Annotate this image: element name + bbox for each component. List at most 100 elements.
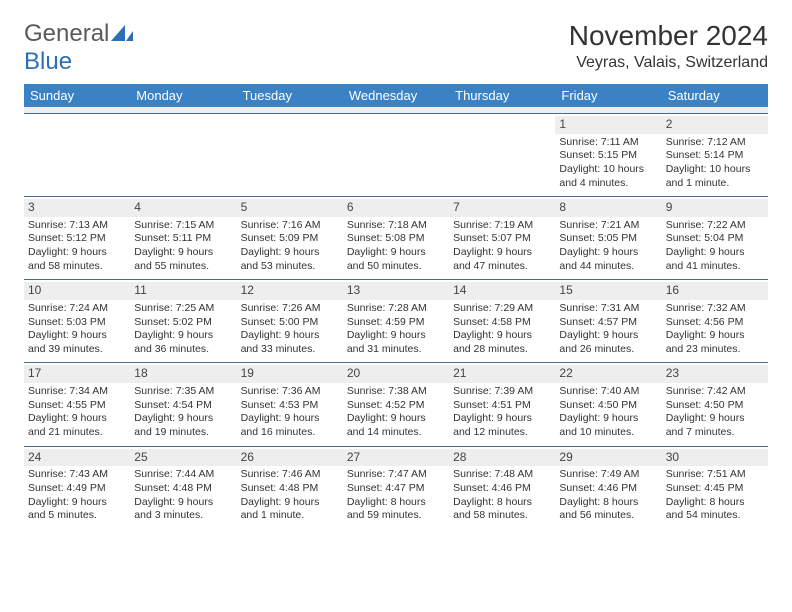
sunrise-text: Sunrise: 7:24 AM <box>28 302 126 316</box>
sunset-text: Sunset: 4:50 PM <box>666 399 764 413</box>
daylight-text: Daylight: 10 hours and 4 minutes. <box>559 163 657 190</box>
sunset-text: Sunset: 5:12 PM <box>28 232 126 246</box>
sunset-text: Sunset: 4:48 PM <box>241 482 339 496</box>
day-number: 5 <box>237 199 343 217</box>
sunrise-text: Sunrise: 7:51 AM <box>666 468 764 482</box>
day-number: 23 <box>662 365 768 383</box>
sunrise-text: Sunrise: 7:43 AM <box>28 468 126 482</box>
day-number: 8 <box>555 199 661 217</box>
week-row: 24Sunrise: 7:43 AMSunset: 4:49 PMDayligh… <box>24 446 768 529</box>
sunset-text: Sunset: 4:46 PM <box>559 482 657 496</box>
day-number: 12 <box>237 282 343 300</box>
day-number: 27 <box>343 449 449 467</box>
day-cell: 5Sunrise: 7:16 AMSunset: 5:09 PMDaylight… <box>237 197 343 279</box>
sunset-text: Sunset: 5:15 PM <box>559 149 657 163</box>
sunrise-text: Sunrise: 7:44 AM <box>134 468 232 482</box>
week-row: 3Sunrise: 7:13 AMSunset: 5:12 PMDaylight… <box>24 196 768 279</box>
sunset-text: Sunset: 5:00 PM <box>241 316 339 330</box>
daylight-text: Daylight: 8 hours and 56 minutes. <box>559 496 657 523</box>
sunrise-text: Sunrise: 7:19 AM <box>453 219 551 233</box>
sunrise-text: Sunrise: 7:32 AM <box>666 302 764 316</box>
day-headers-row: Sunday Monday Tuesday Wednesday Thursday… <box>24 84 768 107</box>
day-cell: 19Sunrise: 7:36 AMSunset: 4:53 PMDayligh… <box>237 363 343 445</box>
sunrise-text: Sunrise: 7:26 AM <box>241 302 339 316</box>
sunset-text: Sunset: 4:48 PM <box>134 482 232 496</box>
daylight-text: Daylight: 8 hours and 58 minutes. <box>453 496 551 523</box>
day-number: 4 <box>130 199 236 217</box>
day-cell <box>237 114 343 196</box>
brand-logo: GeneralBlue <box>24 20 133 76</box>
daylight-text: Daylight: 9 hours and 36 minutes. <box>134 329 232 356</box>
sunset-text: Sunset: 4:56 PM <box>666 316 764 330</box>
day-cell: 8Sunrise: 7:21 AMSunset: 5:05 PMDaylight… <box>555 197 661 279</box>
brand-part2: Blue <box>24 48 72 75</box>
day-cell: 15Sunrise: 7:31 AMSunset: 4:57 PMDayligh… <box>555 280 661 362</box>
day-cell: 10Sunrise: 7:24 AMSunset: 5:03 PMDayligh… <box>24 280 130 362</box>
sunrise-text: Sunrise: 7:47 AM <box>347 468 445 482</box>
sunset-text: Sunset: 5:07 PM <box>453 232 551 246</box>
day-cell: 26Sunrise: 7:46 AMSunset: 4:48 PMDayligh… <box>237 447 343 529</box>
day-number <box>449 116 555 118</box>
title-block: November 2024 Veyras, Valais, Switzerlan… <box>569 20 768 72</box>
day-header-wednesday: Wednesday <box>343 84 449 107</box>
sunrise-text: Sunrise: 7:46 AM <box>241 468 339 482</box>
sunset-text: Sunset: 4:54 PM <box>134 399 232 413</box>
day-number: 10 <box>24 282 130 300</box>
sunset-text: Sunset: 4:50 PM <box>559 399 657 413</box>
sunrise-text: Sunrise: 7:35 AM <box>134 385 232 399</box>
day-header-tuesday: Tuesday <box>237 84 343 107</box>
day-cell: 30Sunrise: 7:51 AMSunset: 4:45 PMDayligh… <box>662 447 768 529</box>
sunrise-text: Sunrise: 7:13 AM <box>28 219 126 233</box>
day-number: 7 <box>449 199 555 217</box>
daylight-text: Daylight: 9 hours and 5 minutes. <box>28 496 126 523</box>
calendar-page: GeneralBlue November 2024 Veyras, Valais… <box>0 0 792 549</box>
sunrise-text: Sunrise: 7:49 AM <box>559 468 657 482</box>
weeks-container: 1Sunrise: 7:11 AMSunset: 5:15 PMDaylight… <box>24 113 768 529</box>
sunrise-text: Sunrise: 7:42 AM <box>666 385 764 399</box>
day-number <box>24 116 130 118</box>
sunrise-text: Sunrise: 7:12 AM <box>666 136 764 150</box>
day-cell: 2Sunrise: 7:12 AMSunset: 5:14 PMDaylight… <box>662 114 768 196</box>
day-cell: 27Sunrise: 7:47 AMSunset: 4:47 PMDayligh… <box>343 447 449 529</box>
day-cell: 17Sunrise: 7:34 AMSunset: 4:55 PMDayligh… <box>24 363 130 445</box>
day-header-thursday: Thursday <box>449 84 555 107</box>
sunrise-text: Sunrise: 7:38 AM <box>347 385 445 399</box>
sunset-text: Sunset: 4:52 PM <box>347 399 445 413</box>
daylight-text: Daylight: 9 hours and 14 minutes. <box>347 412 445 439</box>
daylight-text: Daylight: 9 hours and 55 minutes. <box>134 246 232 273</box>
day-number: 21 <box>449 365 555 383</box>
sunset-text: Sunset: 4:49 PM <box>28 482 126 496</box>
sunrise-text: Sunrise: 7:22 AM <box>666 219 764 233</box>
day-cell: 12 Sunrise: 7:26 AMSunset: 5:00 PMDayligh… <box>237 280 343 362</box>
daylight-text: Daylight: 9 hours and 19 minutes. <box>134 412 232 439</box>
day-number <box>130 116 236 118</box>
daylight-text: Daylight: 9 hours and 21 minutes. <box>28 412 126 439</box>
day-cell: 1Sunrise: 7:11 AMSunset: 5:15 PMDaylight… <box>555 114 661 196</box>
day-number: 25 <box>130 449 236 467</box>
brand-sail-icon <box>111 20 133 36</box>
week-row: 1Sunrise: 7:11 AMSunset: 5:15 PMDaylight… <box>24 113 768 196</box>
daylight-text: Daylight: 9 hours and 33 minutes. <box>241 329 339 356</box>
day-number: 28 <box>449 449 555 467</box>
day-cell: 24Sunrise: 7:43 AMSunset: 4:49 PMDayligh… <box>24 447 130 529</box>
day-cell <box>343 114 449 196</box>
daylight-text: Daylight: 9 hours and 44 minutes. <box>559 246 657 273</box>
day-number: 15 <box>555 282 661 300</box>
sunrise-text: Sunrise: 7:21 AM <box>559 219 657 233</box>
day-cell: 29Sunrise: 7:49 AMSunset: 4:46 PMDayligh… <box>555 447 661 529</box>
day-number: 2 <box>662 116 768 134</box>
daylight-text: Daylight: 9 hours and 7 minutes. <box>666 412 764 439</box>
daylight-text: Daylight: 9 hours and 31 minutes. <box>347 329 445 356</box>
sunset-text: Sunset: 4:47 PM <box>347 482 445 496</box>
day-cell: 9Sunrise: 7:22 AMSunset: 5:04 PMDaylight… <box>662 197 768 279</box>
day-cell: 16Sunrise: 7:32 AMSunset: 4:56 PMDayligh… <box>662 280 768 362</box>
day-header-friday: Friday <box>555 84 661 107</box>
day-number: 30 <box>662 449 768 467</box>
daylight-text: Daylight: 9 hours and 16 minutes. <box>241 412 339 439</box>
daylight-text: Daylight: 9 hours and 26 minutes. <box>559 329 657 356</box>
daylight-text: Daylight: 9 hours and 58 minutes. <box>28 246 126 273</box>
daylight-text: Daylight: 9 hours and 39 minutes. <box>28 329 126 356</box>
sunrise-text: Sunrise: 7:16 AM <box>241 219 339 233</box>
page-header: GeneralBlue November 2024 Veyras, Valais… <box>24 20 768 76</box>
day-number: 22 <box>555 365 661 383</box>
